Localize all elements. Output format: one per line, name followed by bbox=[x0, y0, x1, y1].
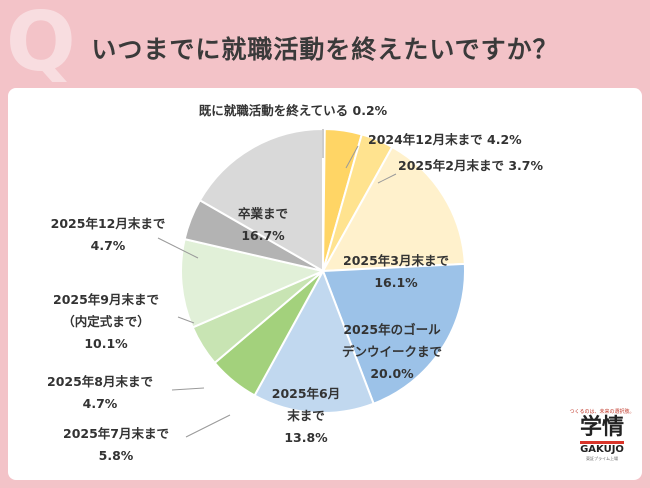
pie-slice bbox=[321, 145, 466, 273]
slice-label: 2025年12月末まで 4.7% bbox=[51, 216, 166, 253]
q-mark: Q bbox=[6, 0, 76, 90]
slice-label: 2025年6月末まで 13.8% bbox=[272, 386, 341, 445]
chart-card: 既に就職活動を終えている 0.2% 2024年12月末まで 4.2% 2025年2月… bbox=[8, 88, 642, 480]
logo-bar bbox=[580, 441, 624, 444]
leader-line bbox=[345, 145, 359, 169]
gakujo-logo: つくるのは、未来の選択肢。 学情 GAKUJO 東証プライム上場 bbox=[566, 408, 638, 480]
pie-chart: 既に就職活動を終えている 0.2% 2024年12月末まで 4.2% 2025年2月… bbox=[47, 103, 543, 463]
logo-sub: 東証プライム上場 bbox=[586, 456, 618, 461]
leader-line bbox=[157, 237, 199, 259]
page-title: いつまでに就職活動を終えたいですか？ bbox=[91, 35, 559, 64]
slice-label: 2025年9月末まで（内定式まで） 10.1% bbox=[53, 292, 159, 351]
logo-mark: 学情 bbox=[579, 415, 624, 440]
slice-label: 2025年3月末まで 16.1% bbox=[343, 253, 449, 290]
slice-label: 卒業まで 16.7% bbox=[238, 206, 288, 243]
pie-slice bbox=[253, 268, 375, 414]
slice-label: 2024年12月末まで 4.2% bbox=[368, 132, 522, 147]
slice-label: 既に就職活動を終えている 0.2% bbox=[199, 103, 388, 118]
slice-label: 2025年8月末まで 4.7% bbox=[47, 374, 153, 411]
leader-line bbox=[185, 414, 231, 438]
pie-slice bbox=[180, 237, 327, 329]
pie-slice bbox=[321, 262, 466, 405]
leader-line bbox=[377, 173, 397, 184]
logo-tagline: つくるのは、未来の選択肢。 bbox=[569, 409, 635, 415]
slice-label: 2025年7月末まで 5.8% bbox=[63, 426, 169, 463]
leader-line bbox=[177, 316, 195, 324]
leader-line bbox=[171, 387, 205, 391]
slice-label: 2025年2月末まで 3.7% bbox=[398, 158, 543, 173]
pie-slice bbox=[198, 127, 324, 273]
slice-label: 2025年のゴールデンウイークまで 20.0% bbox=[342, 322, 442, 381]
logo-name: GAKUJO bbox=[580, 444, 624, 455]
